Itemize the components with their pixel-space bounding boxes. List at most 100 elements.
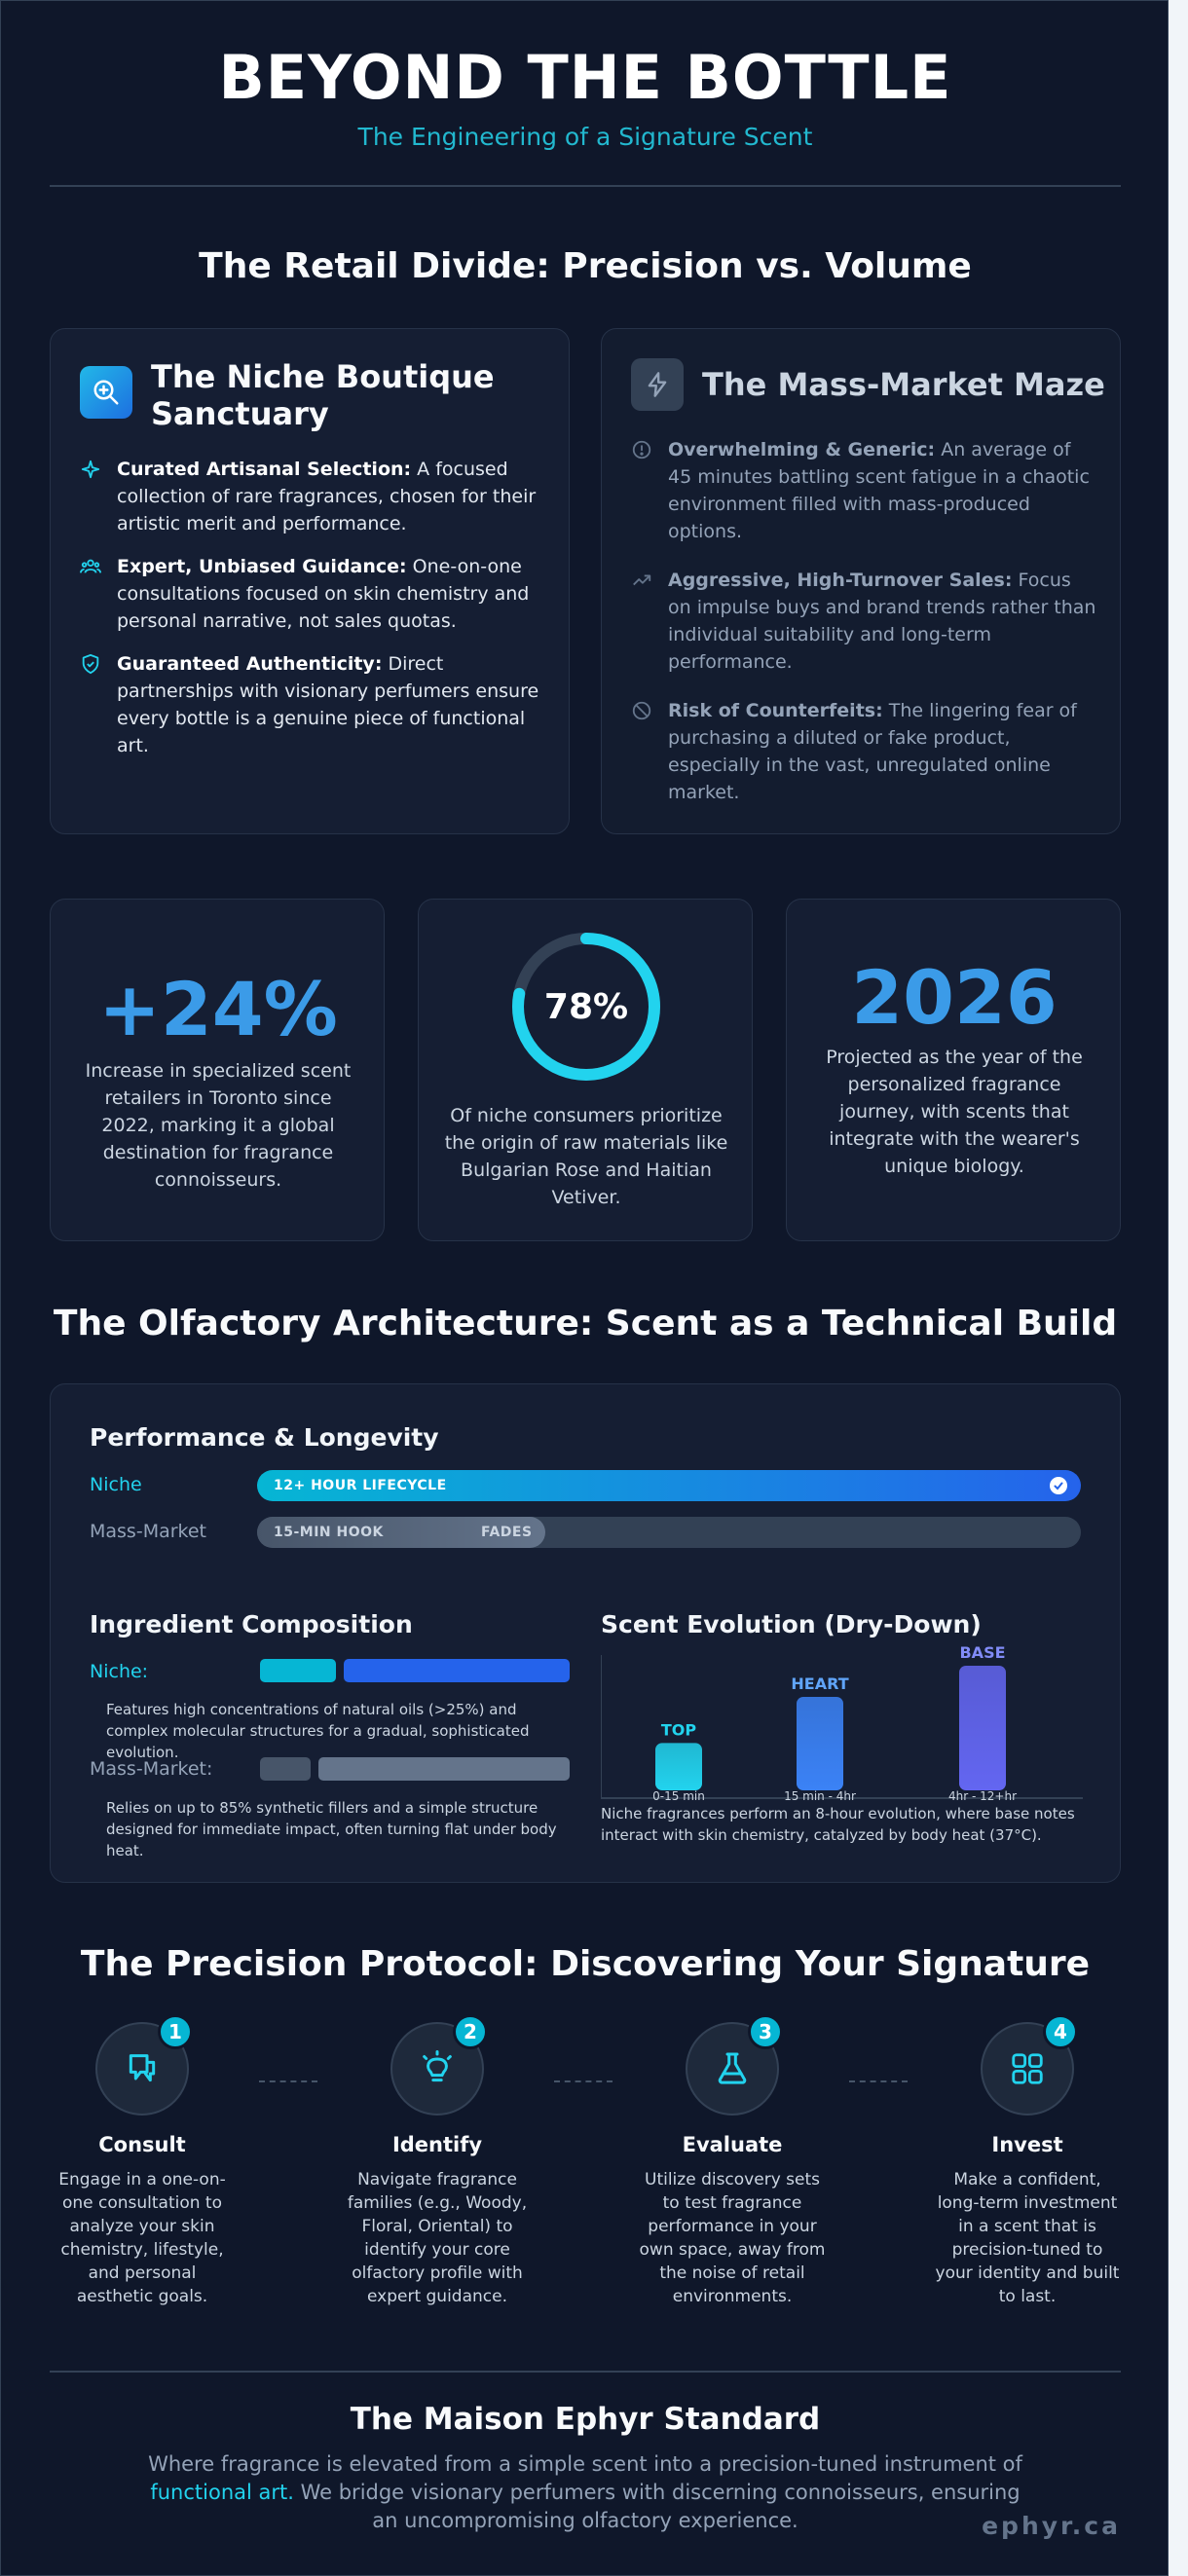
mass-synthetic-segment: [318, 1757, 570, 1781]
step-number-badge: 1: [158, 2014, 193, 2049]
composition-heading: Ingredient Composition: [90, 1610, 413, 1638]
mass-longevity-track: 15-MIN HOOK FADES: [257, 1517, 1081, 1548]
chart-tick-label: 4hr - 12+hr: [948, 1789, 1017, 1803]
bullet-label: Guaranteed Authenticity:: [117, 653, 383, 675]
flask-icon: [686, 2022, 779, 2116]
mass-market-heading: The Mass-Market Maze: [702, 366, 1105, 403]
shield-check-icon: [80, 653, 101, 675]
architecture-title: The Olfactory Architecture: Scent as a T…: [53, 1304, 1118, 1343]
list-item: Risk of Counterfeits: The lingering fear…: [631, 697, 1098, 806]
step-title: Consult: [98, 2133, 186, 2156]
bar-label: FADES: [481, 1525, 533, 1540]
list-item: Curated Artisanal Selection: A focused c…: [80, 456, 547, 537]
niche-longevity-bar: 12+ HOUR LIFECYCLE: [257, 1470, 1081, 1501]
stat-description: Of niche consumers prioritize the origin…: [444, 1105, 728, 1208]
protocol-step: 3 Evaluate Utilize discovery sets to tes…: [630, 2014, 835, 2334]
bullet-label: Aggressive, High-Turnover Sales:: [668, 570, 1013, 591]
step-title: Evaluate: [682, 2133, 783, 2156]
page-scrollbar-track: [1169, 0, 1188, 2576]
donut-gauge: [512, 933, 660, 1081]
chart-data-label: HEART: [791, 1674, 848, 1693]
donut-fill: [512, 933, 660, 1081]
bullet-text: An average of 45 minutes battling scent …: [668, 439, 1090, 542]
sparkle-icon: [80, 459, 101, 480]
step-title: Identify: [391, 2133, 483, 2156]
list-item: Guaranteed Authenticity: Direct partners…: [80, 650, 547, 759]
bullet-text: Direct partnerships with visionary perfu…: [117, 653, 539, 756]
people-icon: [80, 556, 101, 577]
evolution-note: Niche fragrances perform an 8-hour evolu…: [601, 1805, 1075, 1844]
stat-card-origin: 78% Of niche consumers prioritize the or…: [418, 899, 753, 1241]
chart-bar-heart: [797, 1697, 843, 1790]
list-item: Overwhelming & Generic: An average of 45…: [631, 436, 1098, 545]
list-item: Expert, Unbiased Guidance: One-on-one co…: [80, 553, 547, 635]
scent-evolution-chart: TOP 0-15 min HEART 15 min - 4hr BASE 4hr - 12…: [601, 1643, 1083, 1803]
step-description: Navigate fragrance families (e.g., Woody…: [347, 2170, 528, 2306]
niche-bullets: Curated Artisanal Selection: A focused c…: [80, 456, 547, 759]
stat-value: 2026: [851, 954, 1058, 1041]
bar-label: 12+ HOUR LIFECYCLE: [274, 1478, 447, 1493]
bar-label: 15-MIN HOOK: [274, 1525, 384, 1540]
alert-circle-icon: [631, 439, 652, 460]
stat-card-growth: +24% Increase in specialized scent retai…: [50, 899, 385, 1241]
stat-description: Increase in specialized scent retailers …: [85, 1060, 352, 1191]
niche-structure-segment: [344, 1659, 570, 1682]
stat-value: +24%: [98, 966, 338, 1052]
bullet-label: Risk of Counterfeits:: [668, 700, 883, 721]
stat-description: Projected as the year of the personalize…: [826, 1047, 1083, 1177]
chart-data-label: BASE: [959, 1643, 1005, 1662]
mass-market-card: The Mass-Market Maze Overwhelming & Gene…: [601, 328, 1121, 834]
protocol-title: The Precision Protocol: Discovering Your…: [80, 1944, 1091, 1984]
bullet-text: Focus on impulse buys and brand trends r…: [668, 570, 1096, 673]
step-number-badge: 2: [453, 2014, 488, 2049]
chart-data-label: TOP: [661, 1720, 697, 1739]
step-description: Make a confident, long-term investment i…: [935, 2170, 1120, 2306]
bullet-label: Expert, Unbiased Guidance:: [117, 556, 407, 577]
header-divider: [50, 185, 1121, 187]
step-description: Utilize discovery sets to test fragrance…: [639, 2170, 826, 2306]
footer-text-part: Where fragrance is elevated from a simpl…: [148, 2452, 1022, 2476]
stat-value: 78%: [543, 986, 629, 1027]
protocol-step: 4 Invest Make a confident, long-term inv…: [925, 2014, 1130, 2334]
bullet-text: One-on-one consultations focused on skin…: [117, 556, 530, 632]
lightning-icon: [631, 358, 684, 411]
mass-composition-note: Relies on up to 85% synthetic fillers an…: [106, 1799, 557, 1859]
retail-divide-title: The Retail Divide: Precision vs. Volume: [199, 246, 972, 286]
protocol-step: 1 Consult Engage in a one-on-one consult…: [40, 2014, 244, 2334]
mass-market-bullets: Overwhelming & Generic: An average of 45…: [631, 436, 1098, 806]
footer-title: The Maison Ephyr Standard: [350, 2402, 821, 2437]
chart-bar-base: [959, 1666, 1006, 1790]
bullet-text: A focused collection of rare fragrances,…: [117, 459, 537, 534]
step-connector: [849, 2080, 908, 2082]
bullet-label: Curated Artisanal Selection:: [117, 459, 412, 480]
step-connector: [554, 2080, 613, 2082]
check-circle-icon: [1050, 1477, 1067, 1494]
mass-market-label: Mass-Market:: [90, 1758, 213, 1780]
protocol-step: 2 Identify Navigate fragrance families (…: [335, 2014, 539, 2334]
niche-natural-segment: [260, 1659, 336, 1682]
footer-text: Where fragrance is elevated from a simpl…: [147, 2450, 1023, 2535]
stat-card-2026: 2026 Projected as the year of the person…: [786, 899, 1121, 1241]
ban-icon: [631, 700, 652, 721]
mass-longevity-fill: [257, 1517, 545, 1548]
evolution-heading: Scent Evolution (Dry-Down): [601, 1610, 982, 1638]
search-sparkle-icon: [80, 366, 132, 419]
footer-divider: [50, 2371, 1121, 2373]
niche-label: Niche:: [90, 1661, 149, 1682]
step-number-badge: 3: [748, 2014, 783, 2049]
architecture-card: Performance & Longevity Niche 12+ HOUR L…: [50, 1383, 1121, 1883]
brand-mark: ephyr.ca: [982, 2512, 1121, 2540]
trend-up-icon: [631, 570, 652, 591]
step-number-badge: 4: [1043, 2014, 1078, 2049]
step-description: Engage in a one-on-one consultation to a…: [58, 2170, 226, 2306]
niche-label: Niche: [90, 1474, 142, 1495]
chart-tick-label: 15 min - 4hr: [784, 1789, 856, 1803]
footer-highlight: functional art.: [150, 2481, 294, 2504]
chart-tick-label: 0-15 min: [652, 1789, 705, 1803]
main-subtitle: The Engineering of a Signature Scent: [357, 123, 813, 151]
list-item: Aggressive, High-Turnover Sales: Focus o…: [631, 567, 1098, 676]
bullet-label: Overwhelming & Generic:: [668, 439, 936, 460]
niche-card: The Niche Boutique Sanctuary Curated Art…: [50, 328, 570, 834]
step-connector: [259, 2080, 317, 2082]
